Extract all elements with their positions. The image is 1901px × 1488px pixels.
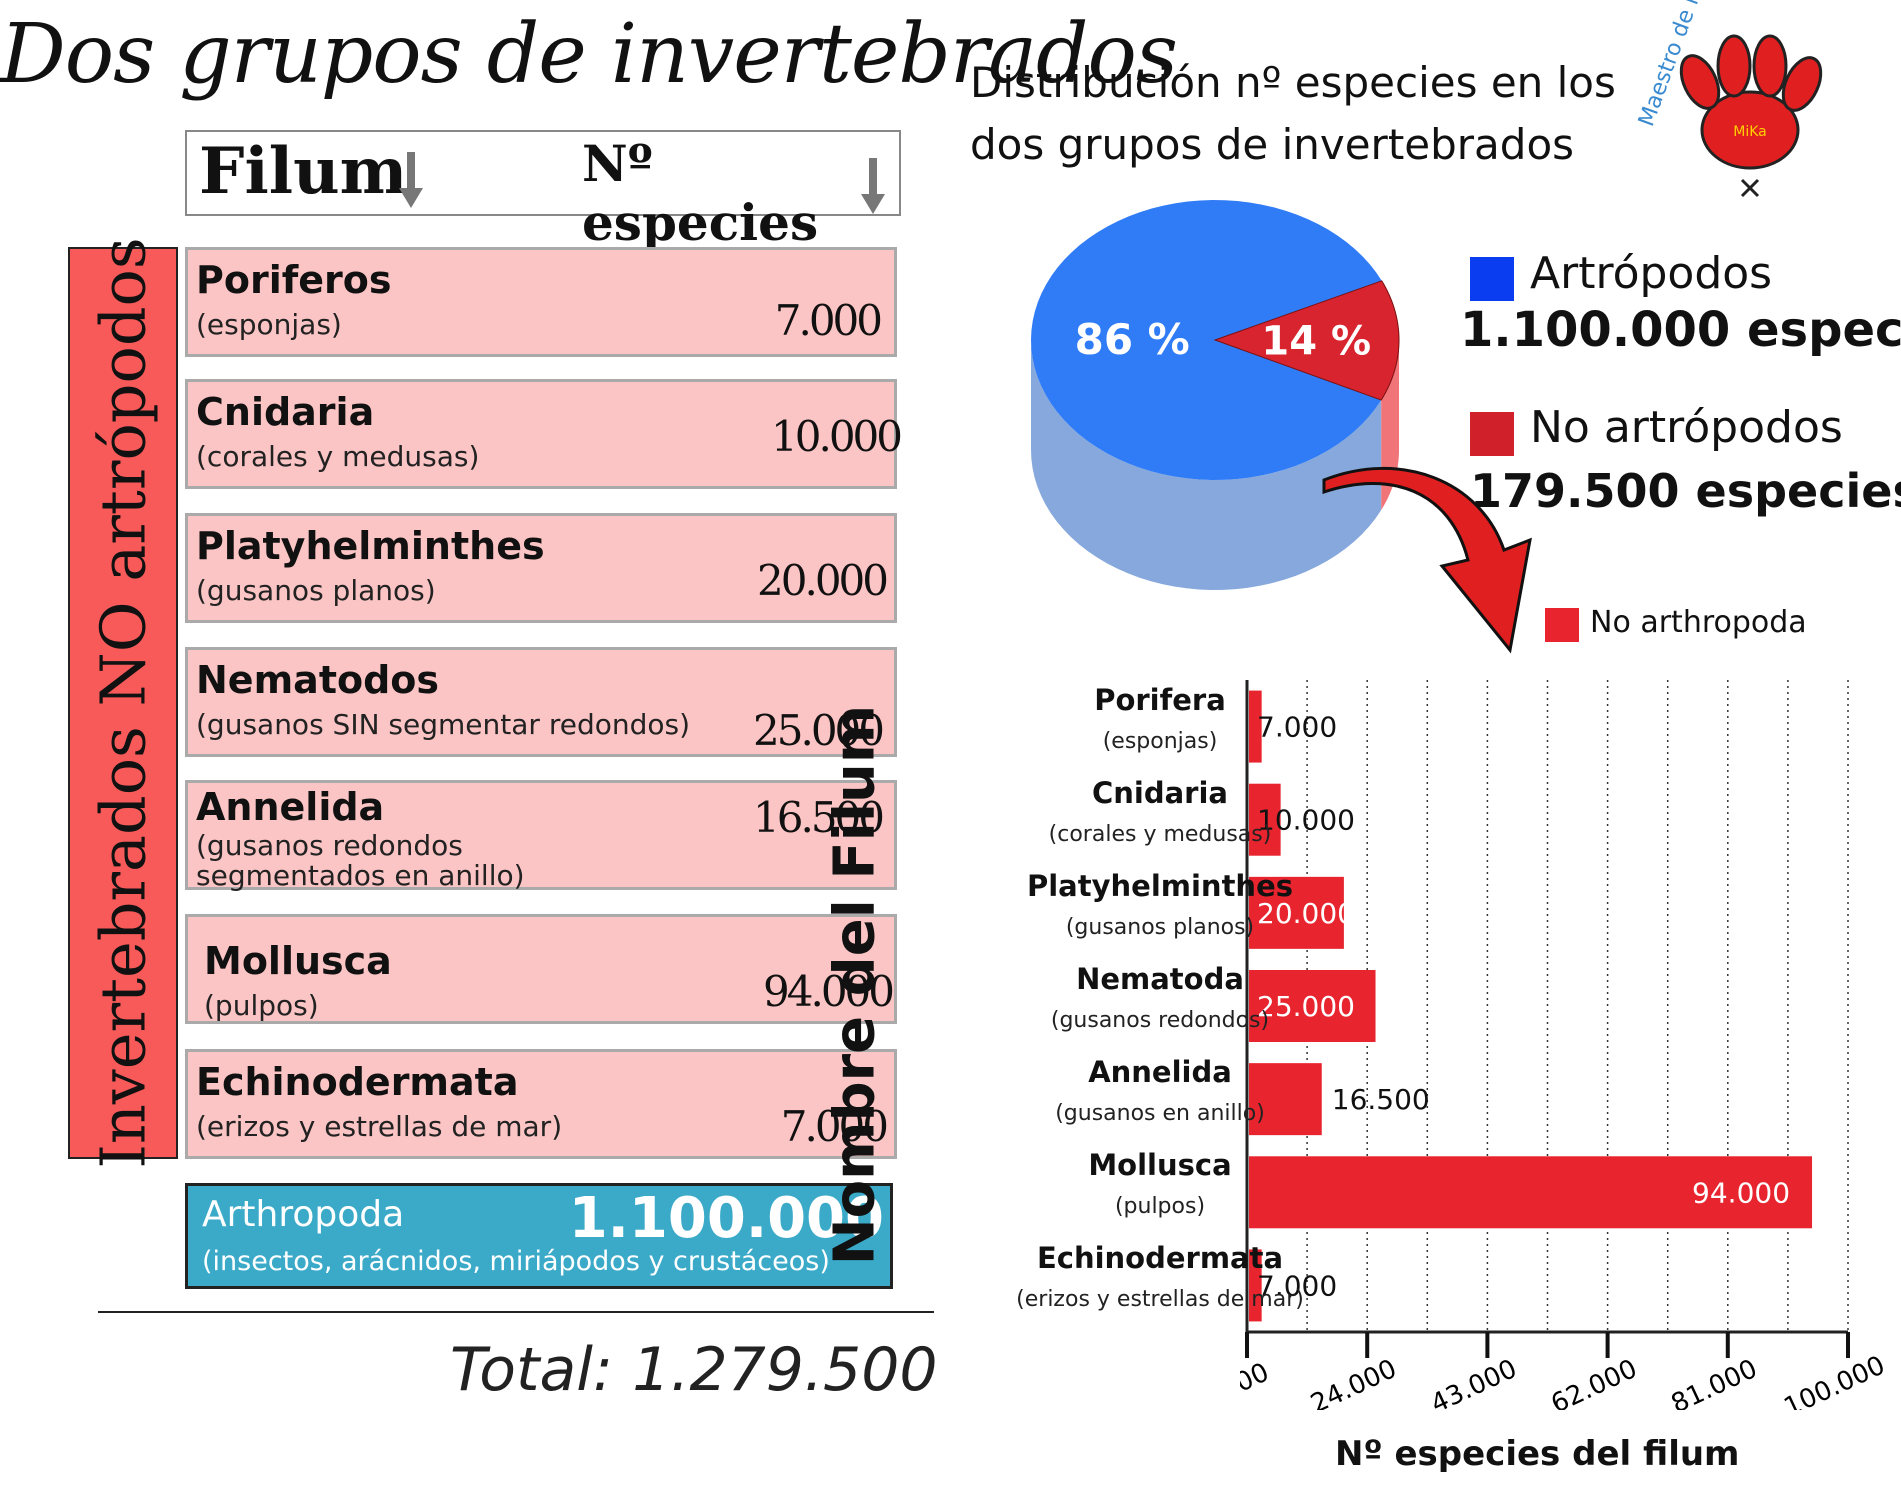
category-desc: (gusanos redondos) [1050, 1008, 1270, 1033]
bar-value-label: 10.000 [1257, 804, 1355, 837]
x-tick-label: 81.000 [1667, 1354, 1762, 1410]
bar [1249, 1249, 1262, 1322]
pie-value-label: 86 % [1075, 315, 1190, 364]
row-count: 20.000 [757, 556, 889, 605]
table-row: Cnidaria (corales y medusas) 10.000 [185, 379, 903, 489]
x-tick-label: 43.000 [1426, 1354, 1521, 1410]
x-axis-title: Nº especies del filum [1335, 1434, 1740, 1474]
pie-chart: 86 % 14 % [1031, 200, 1400, 590]
x-tick-label: 5.000 [1240, 1357, 1274, 1410]
side-label: Invertebrados NO artrópodos [68, 237, 178, 1169]
curved-arrow-icon [1322, 466, 1532, 654]
table-row: Echinodermata (erizos y estrellas de mar… [185, 1049, 897, 1159]
arthropoda-desc: (insectos, arácnidos, miriápodos y crust… [202, 1246, 830, 1277]
table-header: Filum Nº especies [185, 130, 901, 252]
row-desc: (erizos y estrellas de mar) [196, 1110, 563, 1143]
legend-swatch-non-arthropods [1470, 412, 1514, 456]
category-label: Echinodermata [1036, 1241, 1284, 1276]
row-name: Echinodermata [196, 1060, 519, 1104]
bar [1249, 1156, 1813, 1229]
row-count: 7.000 [780, 1102, 889, 1151]
row-count: 16.500 [753, 793, 885, 842]
bar-value-label: 7.000 [1257, 711, 1337, 744]
bar-value-label: 16.500 [1332, 1083, 1430, 1116]
logo: Maestro de naturales MiKa [1634, 0, 1823, 198]
legend-label: Artrópodos [1530, 248, 1773, 299]
legend-count: 179.500 especies [1470, 464, 1901, 518]
logo-badge: MiKa [1733, 124, 1766, 140]
total-text: Total: 1.279.500 [450, 1335, 938, 1405]
x-tick-label: 100.000 [1780, 1350, 1890, 1410]
bar [1249, 1063, 1322, 1136]
bar [1249, 970, 1376, 1042]
y-axis-title: Nombre del Filum [822, 704, 888, 1266]
category-desc: (gusanos en anillo) [1055, 1101, 1265, 1127]
category-label: Platyhelminthes [1026, 868, 1294, 903]
category-desc: (erizos y estrellas de mar) [1016, 1287, 1304, 1313]
header-species: Nº especies [582, 134, 819, 252]
table-row: Annelida (gusanos redondos segmentados e… [185, 780, 897, 892]
arrow-down-icon [399, 152, 423, 208]
category-label: Annelida [1088, 1055, 1232, 1090]
bar [1249, 690, 1262, 763]
row-count: 94.000 [763, 967, 895, 1016]
legend-swatch-arthropods [1470, 257, 1514, 301]
pie-chart-title: Distribución nº especies en los dos grup… [970, 58, 1616, 169]
page-title: Dos grupos de invertebrados [0, 7, 1178, 102]
category-label: Porifera [1094, 682, 1226, 717]
arthropoda-row: Arthropoda (insectos, arácnidos, miriápo… [185, 1183, 893, 1289]
arrow-down-icon [861, 158, 885, 214]
bar-value-label: 7.000 [1257, 1269, 1337, 1302]
bar-chart: 7.000 10.000 20.000 25.000 16.500 94.000 7.000… [1240, 680, 1890, 1410]
side-label-text: Invertebrados NO artrópodos [86, 237, 160, 1169]
row-desc: (gusanos redondos segmentados en anillo) [196, 829, 525, 892]
row-desc: (gusanos SIN segmentar redondos) [196, 708, 691, 741]
category-desc: (corales y medusas) [1048, 821, 1272, 847]
total-divider [98, 1311, 934, 1313]
row-desc: (esponjas) [196, 308, 342, 341]
pie-slice-side [1031, 339, 1382, 590]
pie-value-label: 14 % [1261, 318, 1371, 364]
category-label: Mollusca [1088, 1148, 1232, 1183]
row-name: Platyhelminthes [196, 524, 545, 568]
bar-value-label: 20.000 [1257, 897, 1355, 930]
row-count: 25.000 [753, 706, 885, 755]
bar-legend-label: No arthropoda [1590, 605, 1807, 640]
table-row: Platyhelminthes (gusanos planos) 20.000 [185, 513, 897, 623]
table-row: Mollusca (pulpos) 94.000 [185, 914, 897, 1024]
arthropoda-name: Arthropoda [202, 1194, 405, 1235]
bar [1249, 876, 1344, 949]
row-desc: (corales y medusas) [196, 440, 480, 473]
pie-slice [1213, 280, 1400, 401]
row-desc: (gusanos planos) [196, 574, 436, 607]
pie-slice [1031, 200, 1382, 480]
row-name: Mollusca [204, 939, 392, 983]
category-desc: (esponjas) [1102, 728, 1218, 754]
arthropoda-count: 1.100.000 [568, 1186, 884, 1251]
x-tick-label: 24.000 [1306, 1354, 1401, 1410]
bar-legend-swatch [1545, 608, 1579, 642]
row-desc: (pulpos) [204, 989, 319, 1022]
x-tick-label: 62.000 [1547, 1354, 1642, 1410]
row-name: Poriferos [196, 258, 392, 302]
category-label: Nematoda [1076, 962, 1244, 996]
row-name: Cnidaria [196, 390, 375, 434]
category-desc: (pulpos) [1114, 1194, 1206, 1220]
row-count: 10.000 [771, 412, 903, 461]
row-name: Annelida [196, 785, 385, 829]
row-name: Nematodos [196, 658, 440, 702]
category-desc: (gusanos planos) [1065, 914, 1255, 940]
row-count: 7.000 [774, 296, 883, 345]
legend-count: 1.100.000 especies [1460, 302, 1901, 358]
bar-value-label: 25.000 [1257, 990, 1355, 1023]
bar-value-label: 94.000 [1692, 1176, 1790, 1209]
legend-label: No artrópodos [1530, 402, 1843, 453]
table-row: Poriferos (esponjas) 7.000 [185, 247, 897, 357]
bar [1249, 783, 1281, 856]
header-phylum: Filum [199, 134, 408, 209]
category-label: Cnidaria [1091, 775, 1228, 810]
table-row: Nematodos (gusanos SIN segmentar redondo… [185, 647, 897, 757]
